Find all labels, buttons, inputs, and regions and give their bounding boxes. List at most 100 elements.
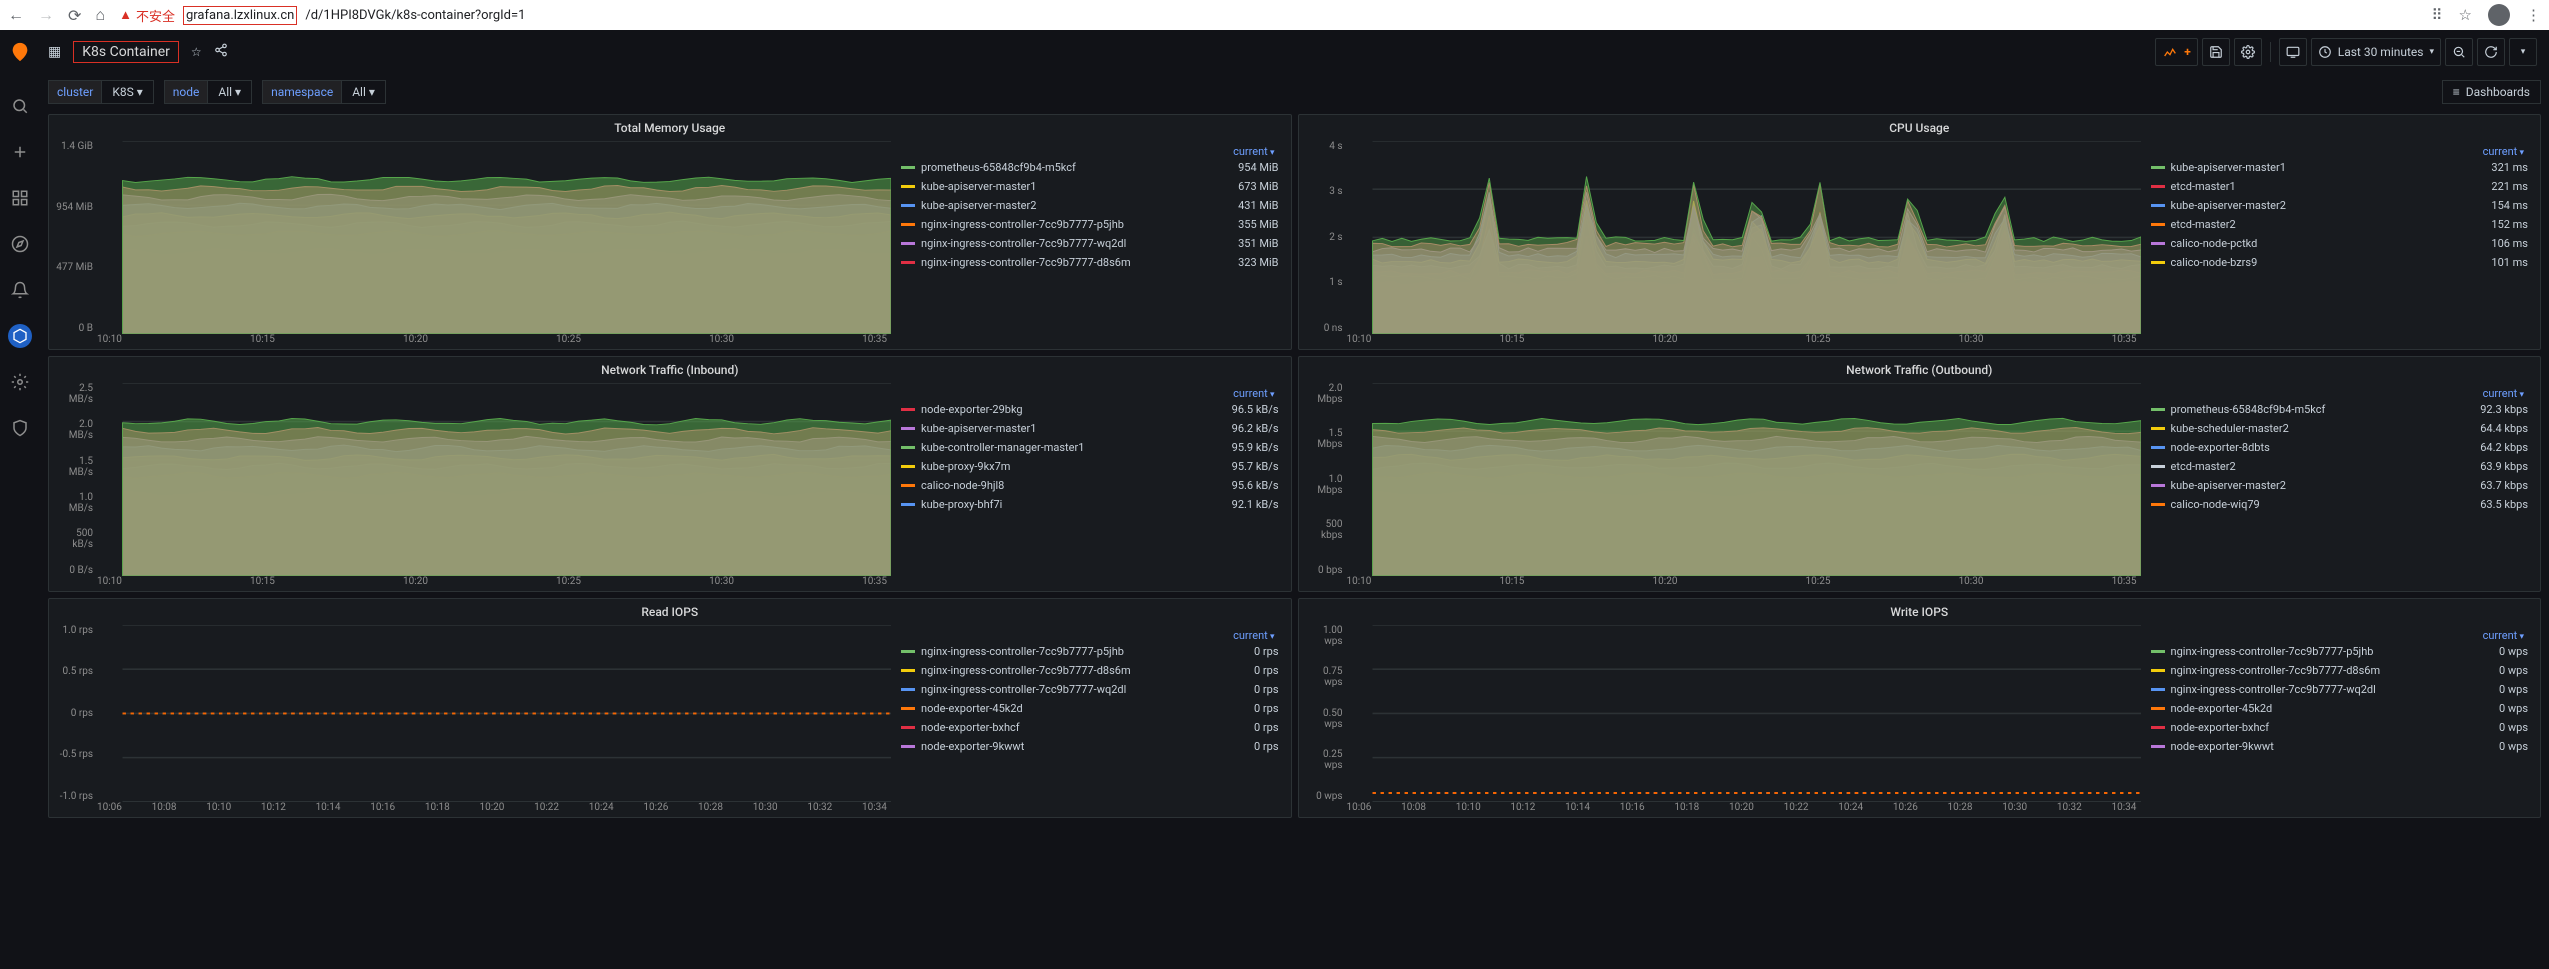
grafana-logo-icon[interactable] <box>0 30 40 74</box>
panel-title[interactable]: CPU Usage <box>1299 115 2541 139</box>
legend-item[interactable]: prometheus-65848cf9b4-m5kcf92.3 kbps <box>2149 402 2530 421</box>
time-range-picker[interactable]: Last 30 minutes ▾ <box>2311 38 2441 66</box>
browser-menu-icon[interactable]: ⋮ <box>2526 6 2541 24</box>
legend-item[interactable]: node-exporter-8dbts64.2 kbps <box>2149 440 2530 459</box>
legend-value: 221 ms <box>2491 180 2528 193</box>
legend-item[interactable]: etcd-master2152 ms <box>2149 217 2530 236</box>
legend-item[interactable]: kube-proxy-9kx7m95.7 kB/s <box>899 459 1280 478</box>
legend-item[interactable]: nginx-ingress-controller-7cc9b7777-wq2dl… <box>899 236 1280 255</box>
legend-swatch <box>901 650 915 653</box>
add-panel-button[interactable]: + <box>2155 38 2198 66</box>
url-domain: grafana.lzxlinux.cn <box>183 6 297 25</box>
legend: currentkube-apiserver-master1321 msetcd-… <box>2145 141 2534 345</box>
legend-item[interactable]: node-exporter-9kwwt0 wps <box>2149 739 2530 758</box>
dashboards-link-button[interactable]: ≡ Dashboards <box>2442 80 2541 104</box>
panel-title[interactable]: Network Traffic (Inbound) <box>49 357 1291 381</box>
var-value-namespace[interactable]: All ▾ <box>341 80 386 104</box>
legend-item[interactable]: node-exporter-bxhcf0 wps <box>2149 720 2530 739</box>
profile-icon[interactable] <box>2488 4 2510 26</box>
legend-item[interactable]: nginx-ingress-controller-7cc9b7777-d8s6m… <box>899 663 1280 682</box>
legend-swatch <box>2151 446 2165 449</box>
var-label-namespace: namespace <box>262 80 341 104</box>
legend-item[interactable]: nginx-ingress-controller-7cc9b7777-p5jhb… <box>2149 644 2530 663</box>
legend-value: 64.4 kbps <box>2480 422 2528 435</box>
refresh-button[interactable] <box>2477 38 2505 66</box>
legend-item[interactable]: kube-apiserver-master263.7 kbps <box>2149 478 2530 497</box>
legend-item[interactable]: nginx-ingress-controller-7cc9b7777-wq2dl… <box>2149 682 2530 701</box>
server-admin-icon[interactable] <box>8 416 32 440</box>
back-button[interactable]: ← <box>8 5 24 25</box>
save-dashboard-button[interactable] <box>2202 38 2230 66</box>
legend-item[interactable]: kube-apiserver-master2431 MiB <box>899 198 1280 217</box>
reload-button[interactable]: ⟳ <box>68 6 81 25</box>
legend-item[interactable]: node-exporter-45k2d0 wps <box>2149 701 2530 720</box>
legend-swatch <box>2151 204 2165 207</box>
legend-item[interactable]: kube-apiserver-master1321 ms <box>2149 160 2530 179</box>
configuration-icon[interactable] <box>8 370 32 394</box>
legend-item[interactable]: calico-node-9hjl895.6 kB/s <box>899 478 1280 497</box>
legend-item[interactable]: etcd-master1221 ms <box>2149 179 2530 198</box>
legend-item[interactable]: nginx-ingress-controller-7cc9b7777-wq2dl… <box>899 682 1280 701</box>
panel-title[interactable]: Total Memory Usage <box>49 115 1291 139</box>
kubernetes-app-icon[interactable] <box>8 324 32 348</box>
x-axis: 10:0610:0810:1010:1210:1410:1610:1810:20… <box>55 802 891 813</box>
legend-swatch <box>2151 223 2165 226</box>
legend-item[interactable]: calico-node-pctkd106 ms <box>2149 236 2530 255</box>
legend-item[interactable]: nginx-ingress-controller-7cc9b7777-p5jhb… <box>899 217 1280 236</box>
legend-item[interactable]: kube-apiserver-master2154 ms <box>2149 198 2530 217</box>
legend-item[interactable]: node-exporter-29bkg96.5 kB/s <box>899 402 1280 421</box>
home-button[interactable]: ⌂ <box>95 5 105 25</box>
legend-item[interactable]: kube-apiserver-master196.2 kB/s <box>899 421 1280 440</box>
bookmark-star-icon[interactable]: ☆ <box>2459 6 2472 24</box>
legend-sort-header[interactable]: current <box>2149 627 2530 644</box>
create-icon[interactable] <box>8 140 32 164</box>
legend-sort-header[interactable]: current <box>2149 385 2530 402</box>
settings-button[interactable] <box>2234 38 2262 66</box>
legend-item[interactable]: calico-node-wiq7963.5 kbps <box>2149 497 2530 516</box>
dashboards-icon[interactable] <box>8 186 32 210</box>
zoom-out-button[interactable] <box>2445 38 2473 66</box>
legend-sort-header[interactable]: current <box>2149 143 2530 160</box>
forward-button[interactable]: → <box>38 5 54 25</box>
panel-title[interactable]: Network Traffic (Outbound) <box>1299 357 2541 381</box>
alerting-icon[interactable] <box>8 278 32 302</box>
refresh-interval-picker[interactable]: ▾ <box>2509 38 2537 66</box>
panel-title[interactable]: Write IOPS <box>1299 599 2541 623</box>
legend-swatch <box>901 503 915 506</box>
legend-sort-header[interactable]: current <box>899 627 1280 644</box>
legend-name: kube-apiserver-master1 <box>921 180 1232 193</box>
grafana-header: ▦ K8s Container ☆ + Last 30 minutes ▾ <box>0 30 2549 74</box>
legend-item[interactable]: node-exporter-bxhcf0 rps <box>899 720 1280 739</box>
legend-sort-header[interactable]: current <box>899 143 1280 160</box>
legend-item[interactable]: node-exporter-45k2d0 rps <box>899 701 1280 720</box>
legend-item[interactable]: etcd-master263.9 kbps <box>2149 459 2530 478</box>
tv-mode-button[interactable] <box>2279 38 2307 66</box>
legend-item[interactable]: kube-controller-manager-master195.9 kB/s <box>899 440 1280 459</box>
legend-name: calico-node-9hjl8 <box>921 479 1226 492</box>
legend-item[interactable]: nginx-ingress-controller-7cc9b7777-d8s6m… <box>2149 663 2530 682</box>
legend-item[interactable]: kube-proxy-bhf7i92.1 kB/s <box>899 497 1280 516</box>
legend-item[interactable]: node-exporter-9kwwt0 rps <box>899 739 1280 758</box>
var-value-cluster[interactable]: K8S ▾ <box>101 80 153 104</box>
legend-item[interactable]: calico-node-bzrs9101 ms <box>2149 255 2530 274</box>
explore-icon[interactable] <box>8 232 32 256</box>
share-icon[interactable] <box>214 43 228 60</box>
legend-value: 96.2 kB/s <box>1232 422 1279 435</box>
legend-sort-header[interactable]: current <box>899 385 1280 402</box>
dashboard-title[interactable]: K8s Container <box>73 41 179 63</box>
var-value-node[interactable]: All ▾ <box>207 80 252 104</box>
legend-item[interactable]: prometheus-65848cf9b4-m5kcf954 MiB <box>899 160 1280 179</box>
search-icon[interactable] <box>8 94 32 118</box>
insecure-warning: ▲ 不安全 <box>119 6 175 25</box>
legend-value: 355 MiB <box>1238 218 1278 231</box>
url-bar[interactable]: ▲ 不安全 grafana.lzxlinux.cn/d/1HPI8DVGk/k8… <box>119 6 2417 25</box>
dashboard-grid-icon[interactable]: ▦ <box>48 44 61 60</box>
panel-title[interactable]: Read IOPS <box>49 599 1291 623</box>
favorite-star-icon[interactable]: ☆ <box>191 45 202 59</box>
legend-value: 0 wps <box>2499 740 2528 753</box>
legend-item[interactable]: kube-apiserver-master1673 MiB <box>899 179 1280 198</box>
legend-item[interactable]: nginx-ingress-controller-7cc9b7777-p5jhb… <box>899 644 1280 663</box>
translate-icon[interactable]: ⠿ <box>2432 6 2443 24</box>
legend-item[interactable]: nginx-ingress-controller-7cc9b7777-d8s6m… <box>899 255 1280 274</box>
legend-item[interactable]: kube-scheduler-master264.4 kbps <box>2149 421 2530 440</box>
